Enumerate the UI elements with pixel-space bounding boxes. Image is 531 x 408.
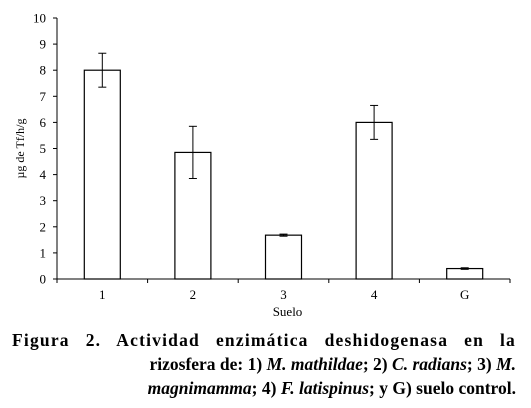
caption-text: ; 3) [466,354,497,374]
y-axis-label: µg de Tf/h/g [13,118,27,178]
caption-line-3: magnimamma; 4) F. latispinus; y G) suelo… [12,376,516,400]
caption-species: magnimamma [147,378,252,398]
y-tick-label: 3 [40,193,47,208]
x-tick-label: 4 [371,287,378,302]
y-tick-label: 4 [40,167,47,182]
caption-text: ; y G) suelo control. [369,378,516,398]
caption-species: M. mathildae [266,354,363,374]
y-tick-label: 6 [40,115,47,130]
bar [355,121,393,280]
caption-species: F. latispinus [280,378,370,398]
caption-text: ; 2) [362,354,393,374]
x-tick-label: 2 [190,287,197,302]
y-tick-label: 7 [40,89,47,104]
error-bar [460,267,469,270]
caption-line-1: Figura 2. Actividad enzimática deshidoge… [12,330,516,350]
x-tick-label: 3 [280,287,287,302]
y-tick-label: 8 [40,63,47,78]
caption-text: ; 4) [251,378,281,398]
x-tick-label: 1 [99,287,106,302]
y-tick-label: 5 [40,141,47,156]
bar [83,69,121,280]
caption-species: M. [496,354,516,374]
x-tick-label: G [460,287,469,302]
x-axis-ticks: 1 2 3 4 G [56,279,511,302]
y-tick-label: 9 [40,37,47,52]
y-axis-ticks: 0 1 2 3 4 5 6 7 8 9 10 [33,11,57,287]
caption-species: C. radians [392,354,467,374]
error-bar [98,52,107,88]
y-tick-label: 0 [40,272,47,287]
error-bar [279,233,288,237]
bars [83,52,484,280]
caption-line-2: rizosfera de: 1) M. mathildae; 2) C. rad… [12,352,516,376]
y-tick-label: 1 [40,245,47,260]
x-axis-label: Suelo [273,304,303,319]
caption-text: rizosfera de: 1) [149,354,267,374]
y-tick-label: 2 [40,219,47,234]
bar [264,234,303,280]
y-tick-label: 10 [33,11,46,26]
error-bar [370,104,379,140]
error-bar [188,125,197,180]
bar [446,267,484,280]
figure-caption: Figura 2. Actividad enzimática deshidoge… [12,328,516,400]
bar-chart: 0 1 2 3 4 5 6 7 8 9 10 1 2 3 4 G µg de Tf/h/g Suelo [13,11,511,319]
